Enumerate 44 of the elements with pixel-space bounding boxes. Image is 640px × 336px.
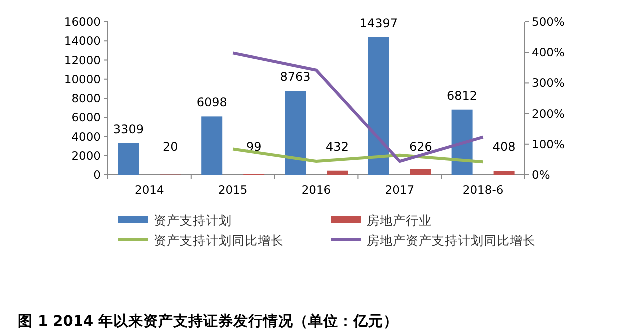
y-tick-label: 6000	[72, 110, 101, 125]
y-tick-label: 12000	[64, 53, 101, 68]
legend-label: 房地产资产支持计划同比增长	[367, 233, 536, 248]
x-tick-label: 2015	[218, 183, 248, 197]
legend-label: 资产支持计划	[154, 213, 232, 228]
legend-label: 资产支持计划同比增长	[154, 233, 284, 248]
legend-label: 房地产行业	[367, 213, 432, 228]
y-tick-label: 2000	[72, 148, 101, 163]
y-tick-label: 10000	[64, 72, 101, 86]
bar	[452, 110, 473, 175]
x-tick-label: 2016	[302, 183, 332, 197]
data-label: 408	[492, 140, 516, 154]
data-label: 20	[163, 140, 178, 154]
data-label: 432	[326, 140, 349, 154]
bar	[494, 171, 515, 175]
x-tick-label: 2017	[385, 183, 415, 197]
data-label: 14397	[360, 16, 398, 30]
y-tick-label: 0	[94, 168, 101, 182]
bar	[410, 169, 432, 175]
data-label: 626	[409, 140, 432, 154]
y2-tick-label: 100%	[532, 137, 565, 152]
y-tick-label: 16000	[64, 15, 101, 29]
y2-tick-label: 0%	[532, 168, 550, 182]
data-label: 6812	[447, 88, 478, 103]
data-label: 3309	[113, 122, 144, 136]
y-tick-label: 8000	[72, 92, 101, 106]
data-label: 99	[246, 140, 262, 154]
text: 图 1 2014 年以来资产支持证券发行情况（单位：亿元）	[18, 313, 399, 330]
data-label: 6098	[196, 96, 228, 110]
y2-tick-label: 200%	[532, 106, 565, 121]
y2-tick-label: 400%	[532, 46, 565, 60]
bar	[285, 91, 306, 175]
y2-tick-label: 500%	[532, 15, 565, 29]
x-tick-label: 2018-6	[462, 183, 504, 197]
y-tick-label: 4000	[72, 130, 101, 144]
bar	[368, 37, 390, 175]
data-label: 8763	[280, 70, 311, 84]
bar	[327, 170, 348, 175]
y-tick-label: 14000	[64, 34, 101, 48]
bar	[202, 116, 223, 175]
bar	[118, 143, 140, 175]
x-tick-label: 2014	[135, 183, 164, 197]
y2-tick-label: 300%	[532, 76, 565, 90]
line-series	[232, 52, 485, 164]
